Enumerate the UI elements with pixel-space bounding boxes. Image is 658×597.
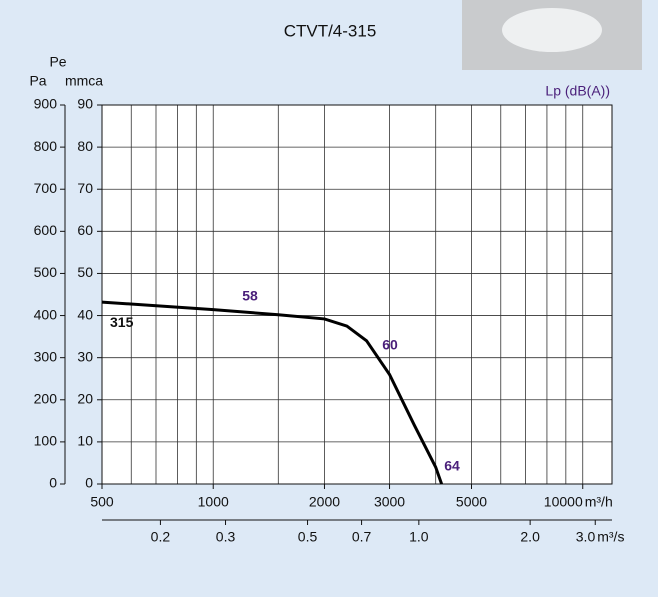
y2-tick-label: 50	[77, 264, 93, 280]
x2-tick-label: 2.0	[520, 529, 540, 545]
y-tick-label: 200	[34, 390, 58, 406]
x-axis-unit: m³/h	[585, 494, 613, 510]
x-tick-label: 1000	[198, 494, 229, 510]
y2-axis-unit: mmca	[65, 73, 103, 89]
y-tick-label: 700	[34, 180, 58, 196]
y2-tick-label: 80	[77, 138, 93, 154]
x2-tick-label: 0.2	[151, 529, 171, 545]
x2-axis-unit: m³/s	[597, 529, 624, 545]
lp-annotation: 60	[382, 337, 398, 353]
plot-area	[102, 105, 612, 484]
y2-tick-label: 60	[77, 222, 93, 238]
y2-tick-label: 40	[77, 306, 93, 322]
y-axis-title: Pe	[49, 54, 66, 70]
y-tick-label: 400	[34, 306, 58, 322]
y2-tick-label: 70	[77, 180, 93, 196]
chart: CTVT/4-315 Pe Pa mmca Lp (dB(A)) 0100200…	[0, 0, 658, 597]
y2-tick-label: 10	[77, 433, 93, 449]
curve-label: 315	[110, 314, 134, 330]
lp-annotation: 64	[444, 458, 460, 474]
y-tick-label: 500	[34, 264, 58, 280]
y-tick-label: 800	[34, 138, 58, 154]
product-photo-fan	[502, 8, 602, 52]
y-tick-label: 600	[34, 222, 58, 238]
x-tick-label: 500	[90, 494, 114, 510]
x-tick-label: 2000	[309, 494, 340, 510]
x2-tick-label: 3.0	[576, 529, 596, 545]
x2-tick-label: 0.7	[352, 529, 372, 545]
y-tick-label: 300	[34, 348, 58, 364]
lp-annotation: 58	[242, 288, 258, 304]
y-tick-label: 900	[34, 96, 58, 112]
x-tick-label: 3000	[374, 494, 405, 510]
y2-tick-label: 90	[77, 96, 93, 112]
x2-tick-label: 0.3	[216, 529, 236, 545]
x-tick-label: 5000	[456, 494, 487, 510]
y2-tick-label: 20	[77, 390, 93, 406]
y-tick-label: 100	[34, 433, 58, 449]
x2-tick-label: 1.0	[409, 529, 429, 545]
y-tick-label: 0	[49, 475, 57, 491]
chart-title: CTVT/4-315	[284, 21, 377, 40]
y2-tick-label: 0	[85, 475, 93, 491]
lp-label: Lp (dB(A))	[545, 83, 610, 99]
y-axis-unit: Pa	[29, 73, 46, 89]
y2-tick-label: 30	[77, 348, 93, 364]
x-tick-label: 10000	[544, 494, 583, 510]
x2-tick-label: 0.5	[298, 529, 318, 545]
